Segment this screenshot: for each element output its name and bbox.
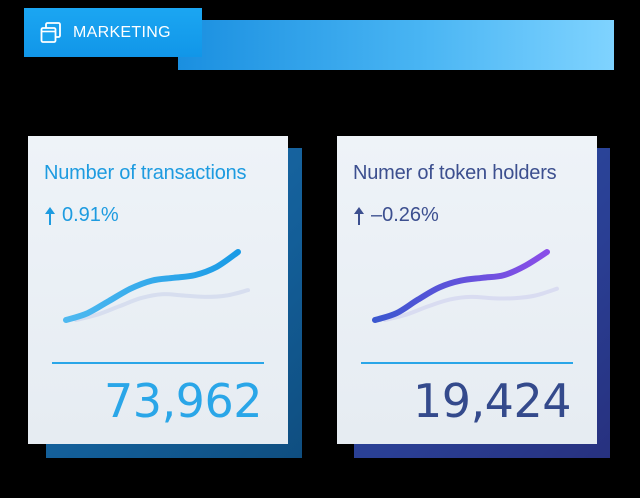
- ghost-trend-line: [383, 286, 559, 322]
- up-arrow-icon: [45, 206, 55, 225]
- marketing-tab[interactable]: MARKETING: [24, 8, 202, 57]
- card-title: Numer of token holders: [353, 162, 557, 184]
- metric-value: 73,962: [104, 374, 262, 428]
- divider: [52, 362, 264, 364]
- header-banner: [178, 20, 614, 70]
- trend-sparkline: [372, 249, 559, 323]
- token-holders-card[interactable]: Numer of token holders –0.26% 19,424: [337, 136, 597, 444]
- trend-line: [372, 249, 550, 323]
- ghost-trend-line: [74, 288, 250, 322]
- header-title: MARKETING: [73, 23, 171, 41]
- windows-stack-icon: [40, 21, 61, 43]
- trend-line: [63, 249, 241, 323]
- transactions-card[interactable]: Number of transactions 0.91% 73,962: [28, 136, 288, 444]
- card-title: Number of transactions: [44, 162, 247, 184]
- metric-value: 19,424: [413, 374, 571, 428]
- trend-sparkline: [63, 249, 250, 323]
- divider: [361, 362, 573, 364]
- change-value: –0.26%: [371, 204, 439, 226]
- up-arrow-icon: [354, 206, 364, 225]
- change-value: 0.91%: [62, 204, 119, 226]
- change-indicator: –0.26%: [353, 204, 439, 227]
- change-indicator: 0.91%: [44, 204, 119, 227]
